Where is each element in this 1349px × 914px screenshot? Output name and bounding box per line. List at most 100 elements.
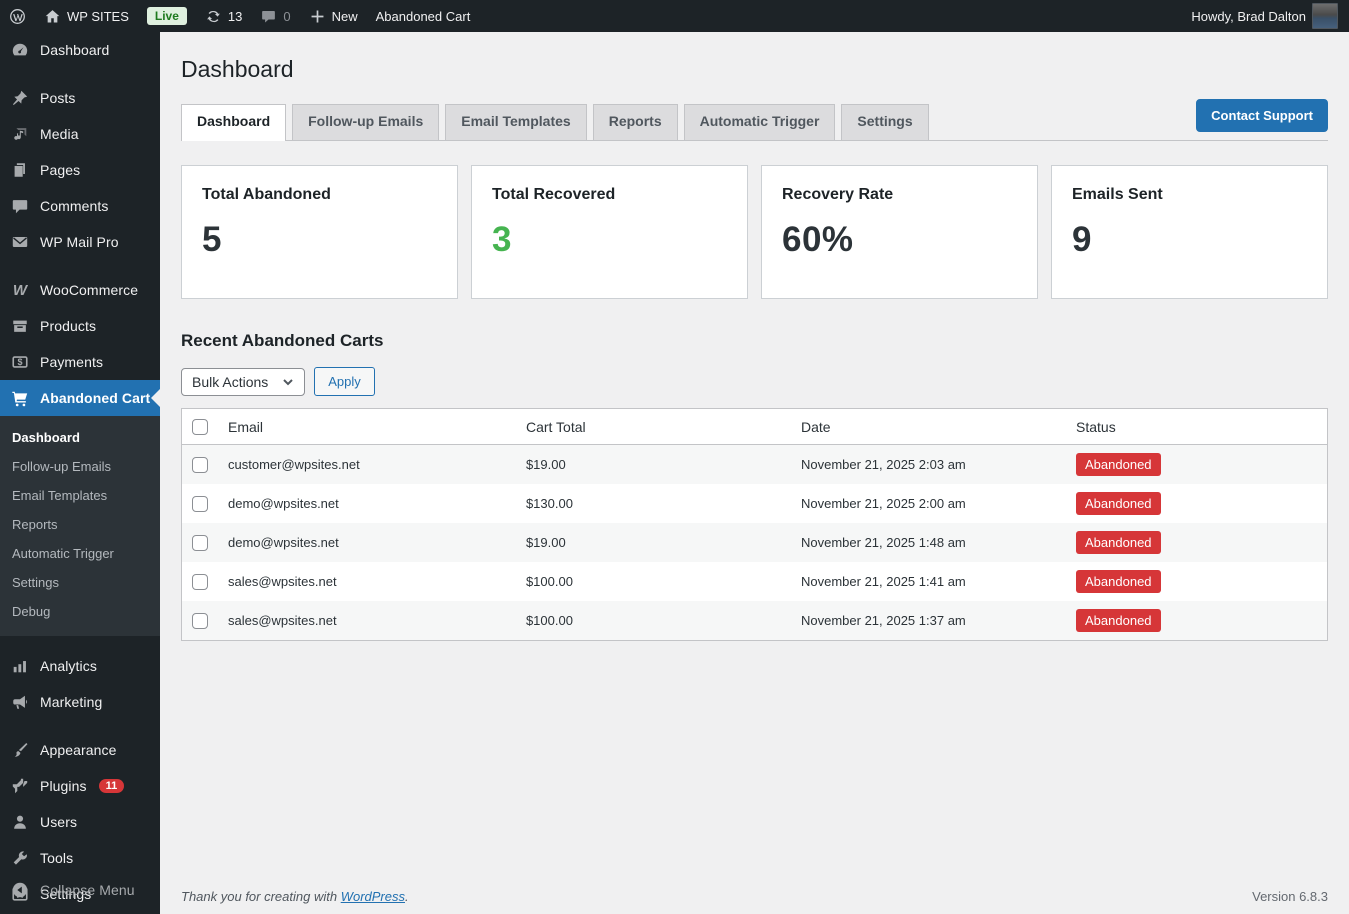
stat-card-total-abandoned: Total Abandoned 5 [181,165,458,299]
sidebar-item-woocommerce[interactable]: W WooCommerce [0,272,160,308]
current-item-arrow [151,389,160,407]
cell-email: sales@wpsites.net [218,601,516,641]
submenu-item-debug[interactable]: Debug [0,597,160,626]
home-icon [44,8,61,25]
marketing-icon [10,692,30,712]
sidebar-item-tools[interactable]: Tools [0,840,160,876]
sidebar-item-wp-mail-pro[interactable]: WP Mail Pro [0,224,160,260]
updates-menu[interactable]: 13 [196,0,251,32]
stat-card-recovery-rate: Recovery Rate 60% [761,165,1038,299]
status-badge: Abandoned [1076,570,1161,593]
tab-reports[interactable]: Reports [593,104,678,140]
row-checkbox[interactable] [192,574,208,590]
sidebar-item-payments[interactable]: $ Payments [0,344,160,380]
footer-thanks-suffix: . [405,889,409,904]
cell-date: November 21, 2025 1:37 am [791,601,1066,641]
submenu-item-automatic-trigger[interactable]: Automatic Trigger [0,539,160,568]
table-row: demo@wpsites.net $19.00 November 21, 202… [182,523,1328,562]
collapse-menu-label: Collapse Menu [40,882,135,898]
plugins-update-badge: 11 [99,779,125,793]
current-page-menu[interactable]: Abandoned Cart [367,0,480,32]
cell-cart-total: $19.00 [516,445,791,485]
cell-cart-total: $130.00 [516,484,791,523]
stat-value: 3 [492,220,727,260]
apply-button[interactable]: Apply [314,367,375,396]
tab-dashboard[interactable]: Dashboard [181,104,286,141]
sidebar-item-comments[interactable]: Comments [0,188,160,224]
current-page-label: Abandoned Cart [376,9,471,24]
admin-bar: WP SITES Live 13 0 New Abandoned Cart Ho… [0,0,1349,32]
cell-date: November 21, 2025 2:00 am [791,484,1066,523]
mail-icon [10,232,30,252]
stat-card-total-recovered: Total Recovered 3 [471,165,748,299]
submenu-item-dashboard[interactable]: Dashboard [0,423,160,452]
sidebar-item-products[interactable]: Products [0,308,160,344]
sidebar-item-media[interactable]: Media [0,116,160,152]
sidebar-item-label: Pages [40,162,80,178]
new-content-menu[interactable]: New [300,0,367,32]
account-menu[interactable]: Howdy, Brad Dalton [1182,0,1347,32]
cell-cart-total: $100.00 [516,562,791,601]
submenu-item-follow-up-emails[interactable]: Follow-up Emails [0,452,160,481]
analytics-icon [10,656,30,676]
stat-value: 60% [782,220,1017,260]
status-badge: Abandoned [1076,531,1161,554]
column-header-email: Email [218,409,516,445]
sidebar-item-label: Analytics [40,658,97,674]
stat-label: Total Abandoned [202,186,437,204]
submenu-item-settings[interactable]: Settings [0,568,160,597]
sidebar-item-appearance[interactable]: Appearance [0,732,160,768]
sidebar-item-marketing[interactable]: Marketing [0,684,160,720]
row-checkbox[interactable] [192,613,208,629]
sidebar-item-analytics[interactable]: Analytics [0,648,160,684]
status-badge: Abandoned [1076,609,1161,632]
sidebar-item-label: Dashboard [40,42,109,58]
woocommerce-icon: W [10,280,30,300]
stat-cards: Total Abandoned 5 Total Recovered 3 Reco… [181,165,1328,299]
users-icon [10,812,30,832]
cell-date: November 21, 2025 1:41 am [791,562,1066,601]
sidebar-item-plugins[interactable]: Plugins 11 [0,768,160,804]
row-checkbox[interactable] [192,496,208,512]
comments-menu[interactable]: 0 [251,0,299,32]
contact-support-button[interactable]: Contact Support [1196,99,1328,132]
sidebar-item-posts[interactable]: Posts [0,80,160,116]
tab-automatic-trigger[interactable]: Automatic Trigger [684,104,836,140]
table-row: sales@wpsites.net $100.00 November 21, 2… [182,601,1328,641]
select-all-checkbox[interactable] [192,419,208,435]
sidebar-item-label: Users [40,814,77,830]
bulk-actions-select[interactable]: Bulk Actions [181,368,305,396]
submenu-item-email-templates[interactable]: Email Templates [0,481,160,510]
row-checkbox[interactable] [192,535,208,551]
main-content: Dashboard Dashboard Follow-up Emails Ema… [160,32,1349,914]
comments-icon [10,196,30,216]
wordpress-logo[interactable] [0,0,35,32]
sidebar-item-users[interactable]: Users [0,804,160,840]
collapse-menu-button[interactable]: Collapse Menu [0,872,160,908]
sidebar-item-label: Abandoned Cart [40,390,150,406]
sidebar-item-label: Comments [40,198,108,214]
tab-email-templates[interactable]: Email Templates [445,104,586,140]
new-label: New [332,9,358,24]
footer-thanks: Thank you for creating with WordPress. [181,889,409,904]
environment-badge: Live [138,0,196,32]
tab-follow-up-emails[interactable]: Follow-up Emails [292,104,439,140]
plugins-icon [10,776,30,796]
row-checkbox[interactable] [192,457,208,473]
stat-label: Recovery Rate [782,186,1017,204]
sidebar-item-label: WooCommerce [40,282,138,298]
sidebar-item-label: Media [40,126,79,142]
updates-icon [205,8,222,25]
sidebar-item-abandoned-cart[interactable]: Abandoned Cart [0,380,160,416]
column-header-cart-total: Cart Total [516,409,791,445]
wordpress-link[interactable]: WordPress [341,889,405,904]
submenu-item-reports[interactable]: Reports [0,510,160,539]
sidebar-item-pages[interactable]: Pages [0,152,160,188]
plus-icon [309,8,326,25]
tab-settings[interactable]: Settings [841,104,928,140]
abandoned-carts-table: Email Cart Total Date Status customer@wp… [181,408,1328,641]
abandoned-cart-submenu: Dashboard Follow-up Emails Email Templat… [0,416,160,636]
site-name-menu[interactable]: WP SITES [35,0,138,32]
tools-icon [10,848,30,868]
sidebar-item-dashboard[interactable]: Dashboard [0,32,160,68]
